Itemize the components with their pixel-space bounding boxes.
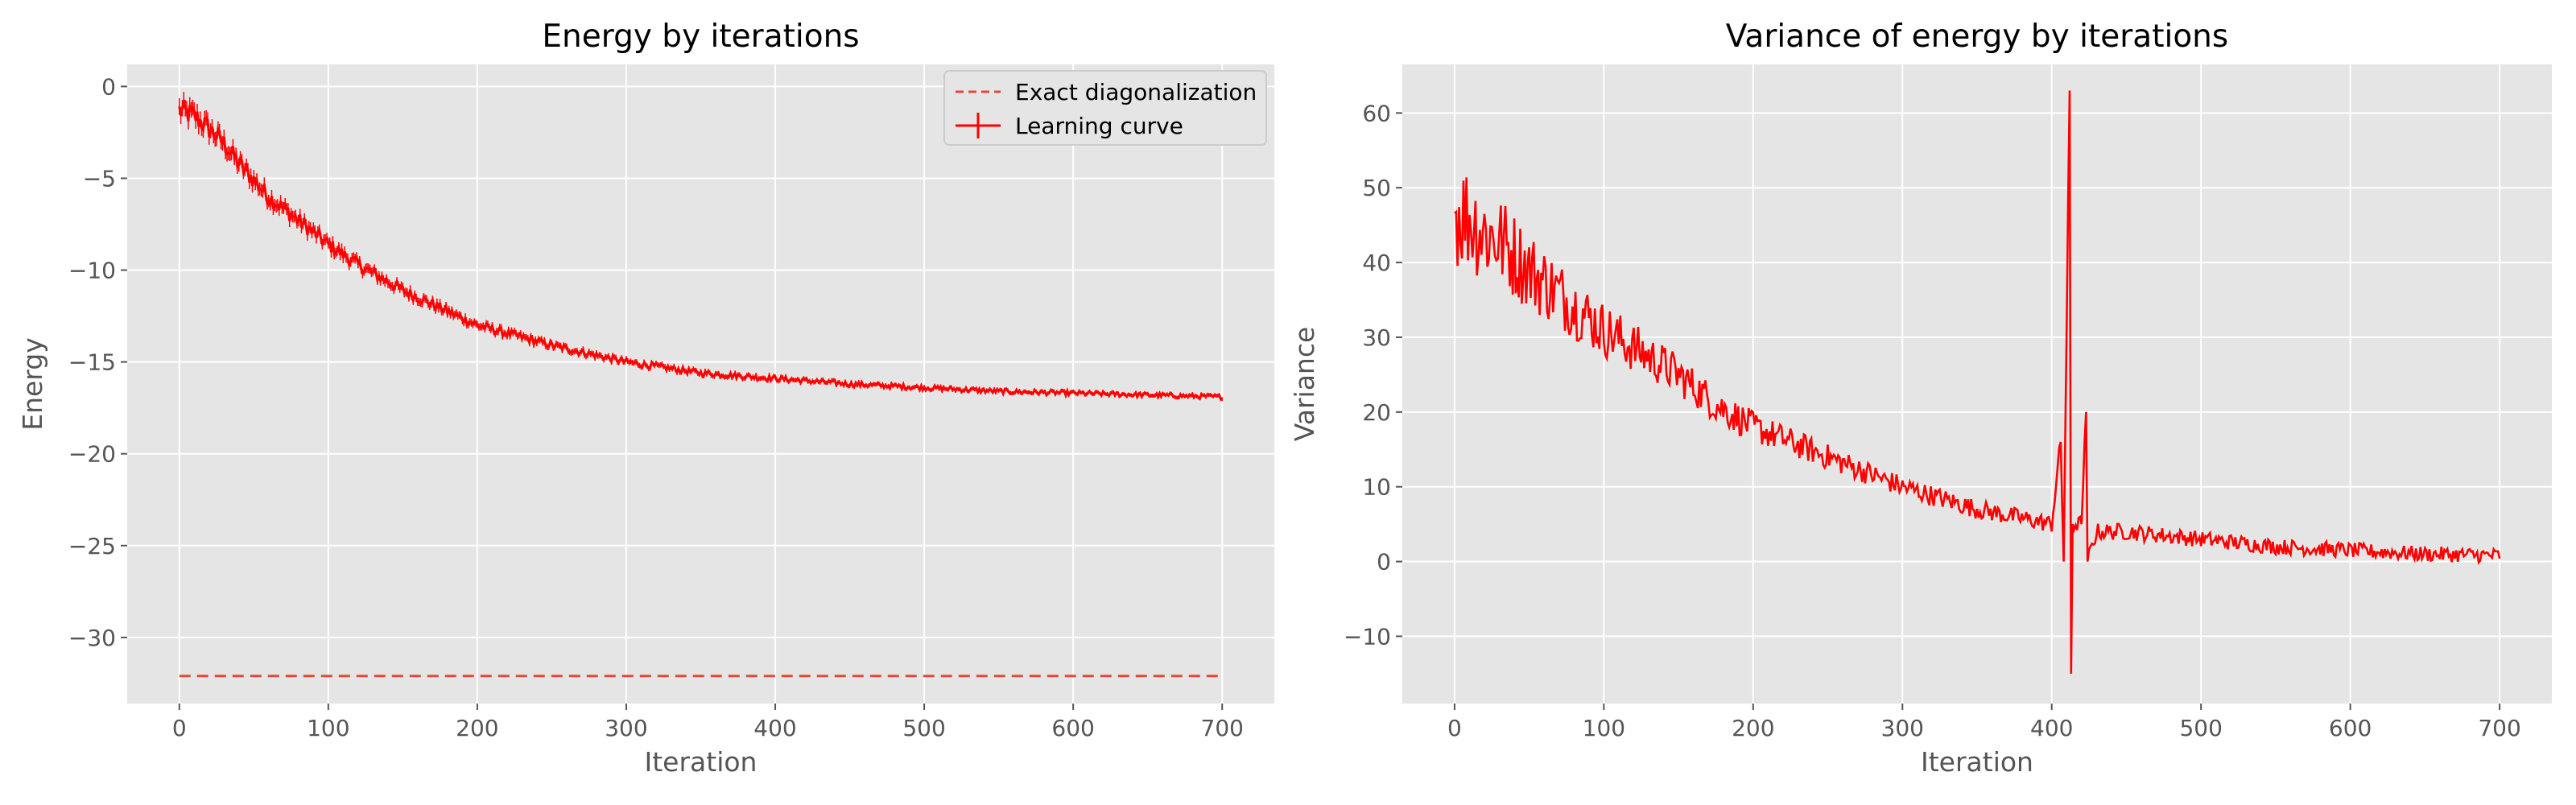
x-tick-label: 600 bbox=[2329, 715, 2372, 741]
x-tick-label: 600 bbox=[1051, 715, 1094, 741]
energy-y-axis-label: Energy bbox=[17, 337, 48, 431]
y-tick-label: −5 bbox=[83, 165, 116, 192]
x-tick-label: 100 bbox=[307, 715, 349, 741]
y-tick-label: −25 bbox=[68, 533, 116, 559]
x-tick-label: 400 bbox=[753, 715, 796, 741]
x-tick-label: 300 bbox=[605, 715, 647, 741]
y-tick-label: −10 bbox=[68, 258, 116, 284]
variance-chart-title: Variance of energy by iterations bbox=[1726, 19, 2228, 55]
x-tick-label: 700 bbox=[2478, 715, 2520, 741]
y-tick-label: −10 bbox=[1344, 623, 1391, 650]
x-tick-label: 200 bbox=[1732, 715, 1774, 741]
x-tick-label: 400 bbox=[2030, 715, 2073, 741]
x-tick-label: 700 bbox=[1201, 715, 1244, 741]
x-tick-label: 200 bbox=[456, 715, 498, 741]
variance-y-axis-label: Variance bbox=[1289, 327, 1320, 442]
x-tick-label: 0 bbox=[172, 715, 187, 741]
energy-ticks: 0 100 200 300 400 500 600 700 0 −5 −10 −15 −20 −25 −30 bbox=[68, 73, 1244, 741]
y-tick-label: 60 bbox=[1362, 100, 1391, 126]
y-tick-label: 50 bbox=[1362, 175, 1391, 201]
energy-chart-title: Energy by iterations bbox=[542, 19, 859, 55]
x-tick-label: 500 bbox=[902, 715, 945, 741]
x-tick-label: 300 bbox=[1881, 715, 1924, 741]
energy-x-axis-label: Iteration bbox=[645, 746, 758, 778]
variance-x-axis-label: Iteration bbox=[1921, 746, 2033, 778]
legend-frame bbox=[943, 70, 1267, 146]
y-tick-label: 40 bbox=[1362, 250, 1391, 276]
energy-grid bbox=[127, 64, 1274, 704]
y-tick-label: 0 bbox=[101, 73, 116, 100]
y-tick-label: 30 bbox=[1362, 324, 1391, 351]
y-tick-label: −15 bbox=[68, 349, 116, 376]
y-tick-label: −30 bbox=[68, 625, 116, 651]
y-tick-label: 0 bbox=[1377, 549, 1391, 576]
x-tick-label: 500 bbox=[2179, 715, 2222, 741]
energy-series bbox=[178, 92, 1223, 678]
y-tick-label: 20 bbox=[1362, 399, 1391, 426]
energy-legend: Exact diagonalization Learning curve bbox=[943, 70, 1267, 146]
variance-plot-background bbox=[1402, 64, 2552, 704]
energy-plot: 0 100 200 300 400 500 600 700 0 −5 −10 −15 −20 −25 −30… bbox=[17, 19, 1274, 778]
series-variance bbox=[1454, 90, 2501, 674]
x-tick-label: 100 bbox=[1583, 715, 1625, 741]
y-tick-label: −20 bbox=[68, 441, 116, 468]
variance-series bbox=[1454, 90, 2501, 674]
legend-label-learning-curve: Learning curve bbox=[1015, 113, 1183, 139]
series-learning-curve bbox=[178, 99, 1223, 401]
legend-label-exact-diagonalization: Exact diagonalization bbox=[1015, 79, 1257, 105]
energy-plot-background bbox=[127, 64, 1274, 704]
x-tick-label: 0 bbox=[1447, 715, 1462, 741]
y-tick-label: 10 bbox=[1362, 474, 1391, 501]
